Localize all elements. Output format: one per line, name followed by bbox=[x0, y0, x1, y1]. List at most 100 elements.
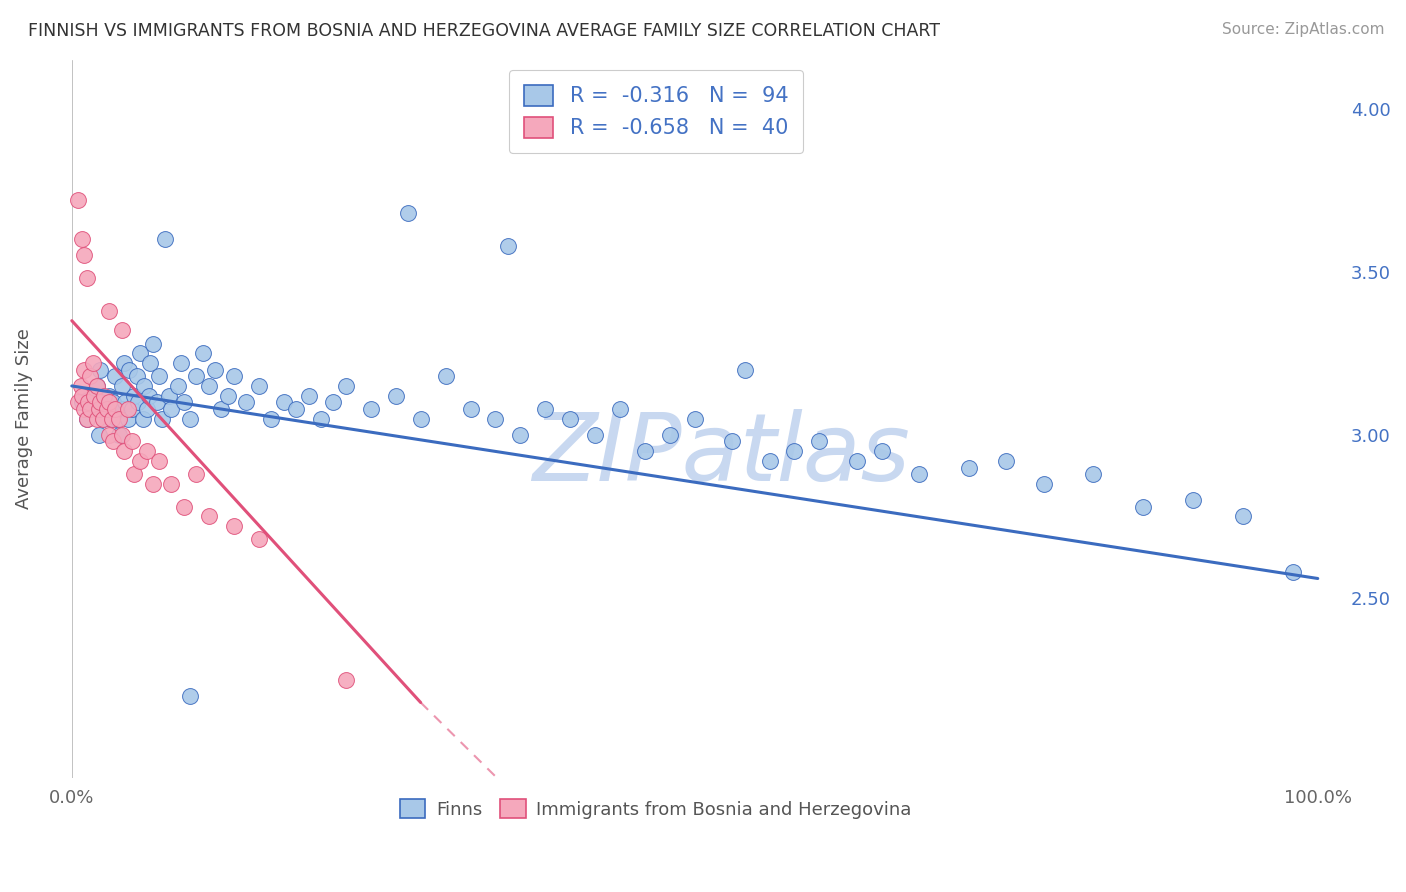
Point bbox=[360, 401, 382, 416]
Point bbox=[73, 362, 96, 376]
Point bbox=[145, 395, 167, 409]
Point bbox=[108, 428, 131, 442]
Point bbox=[112, 444, 135, 458]
Point bbox=[69, 379, 91, 393]
Point bbox=[166, 379, 188, 393]
Point bbox=[148, 454, 170, 468]
Point bbox=[583, 428, 606, 442]
Point bbox=[76, 411, 98, 425]
Point bbox=[76, 271, 98, 285]
Point bbox=[509, 428, 531, 442]
Point bbox=[995, 454, 1018, 468]
Point bbox=[91, 411, 114, 425]
Point bbox=[1232, 509, 1254, 524]
Point bbox=[396, 206, 419, 220]
Point bbox=[86, 379, 108, 393]
Point bbox=[285, 401, 308, 416]
Point bbox=[70, 232, 93, 246]
Point bbox=[129, 454, 152, 468]
Point bbox=[122, 389, 145, 403]
Point bbox=[173, 395, 195, 409]
Point bbox=[125, 369, 148, 384]
Point bbox=[121, 434, 143, 449]
Point bbox=[783, 444, 806, 458]
Point bbox=[111, 379, 134, 393]
Point bbox=[101, 434, 124, 449]
Point bbox=[98, 304, 121, 318]
Point bbox=[222, 519, 245, 533]
Text: Source: ZipAtlas.com: Source: ZipAtlas.com bbox=[1222, 22, 1385, 37]
Point bbox=[198, 509, 221, 524]
Point bbox=[217, 389, 239, 403]
Point bbox=[138, 389, 160, 403]
Point bbox=[908, 467, 931, 481]
Point bbox=[683, 411, 706, 425]
Point bbox=[273, 395, 295, 409]
Point bbox=[179, 689, 201, 703]
Point bbox=[1032, 476, 1054, 491]
Point bbox=[758, 454, 780, 468]
Point bbox=[100, 401, 122, 416]
Point bbox=[157, 389, 180, 403]
Point bbox=[104, 401, 127, 416]
Point bbox=[135, 444, 157, 458]
Point bbox=[98, 389, 121, 403]
Legend: Finns, Immigrants from Bosnia and Herzegovina: Finns, Immigrants from Bosnia and Herzeg… bbox=[392, 792, 920, 826]
Point bbox=[89, 401, 111, 416]
Point bbox=[121, 401, 143, 416]
Point bbox=[83, 401, 105, 416]
Point bbox=[76, 411, 98, 425]
Point bbox=[335, 379, 357, 393]
Point bbox=[73, 248, 96, 262]
Point bbox=[170, 356, 193, 370]
Text: FINNISH VS IMMIGRANTS FROM BOSNIA AND HERZEGOVINA AVERAGE FAMILY SIZE CORRELATIO: FINNISH VS IMMIGRANTS FROM BOSNIA AND HE… bbox=[28, 22, 941, 40]
Point bbox=[82, 356, 104, 370]
Point bbox=[434, 369, 457, 384]
Point bbox=[235, 395, 257, 409]
Point bbox=[67, 395, 90, 409]
Point bbox=[384, 389, 406, 403]
Point bbox=[222, 369, 245, 384]
Point bbox=[186, 467, 208, 481]
Point bbox=[721, 434, 744, 449]
Point bbox=[609, 401, 631, 416]
Point bbox=[247, 379, 270, 393]
Point bbox=[139, 356, 162, 370]
Point bbox=[1132, 500, 1154, 514]
Point bbox=[484, 411, 506, 425]
Point bbox=[89, 428, 111, 442]
Point bbox=[322, 395, 344, 409]
Point bbox=[142, 476, 165, 491]
Point bbox=[309, 411, 332, 425]
Point bbox=[101, 395, 124, 409]
Point bbox=[160, 401, 183, 416]
Point bbox=[957, 460, 980, 475]
Point bbox=[734, 362, 756, 376]
Point bbox=[96, 401, 118, 416]
Point bbox=[86, 411, 108, 425]
Point bbox=[105, 411, 128, 425]
Point bbox=[209, 401, 232, 416]
Point bbox=[409, 411, 432, 425]
Point bbox=[198, 379, 221, 393]
Point bbox=[111, 401, 134, 416]
Point bbox=[845, 454, 868, 468]
Point bbox=[132, 411, 155, 425]
Point bbox=[77, 395, 100, 409]
Point bbox=[100, 411, 122, 425]
Point bbox=[247, 533, 270, 547]
Y-axis label: Average Family Size: Average Family Size bbox=[15, 328, 32, 509]
Point bbox=[83, 389, 105, 403]
Point bbox=[260, 411, 283, 425]
Point bbox=[808, 434, 831, 449]
Point bbox=[1282, 565, 1305, 579]
Point bbox=[73, 401, 96, 416]
Point bbox=[560, 411, 582, 425]
Point bbox=[118, 362, 141, 376]
Point bbox=[111, 323, 134, 337]
Point bbox=[634, 444, 657, 458]
Point bbox=[297, 389, 319, 403]
Point bbox=[70, 395, 93, 409]
Point bbox=[173, 500, 195, 514]
Point bbox=[204, 362, 226, 376]
